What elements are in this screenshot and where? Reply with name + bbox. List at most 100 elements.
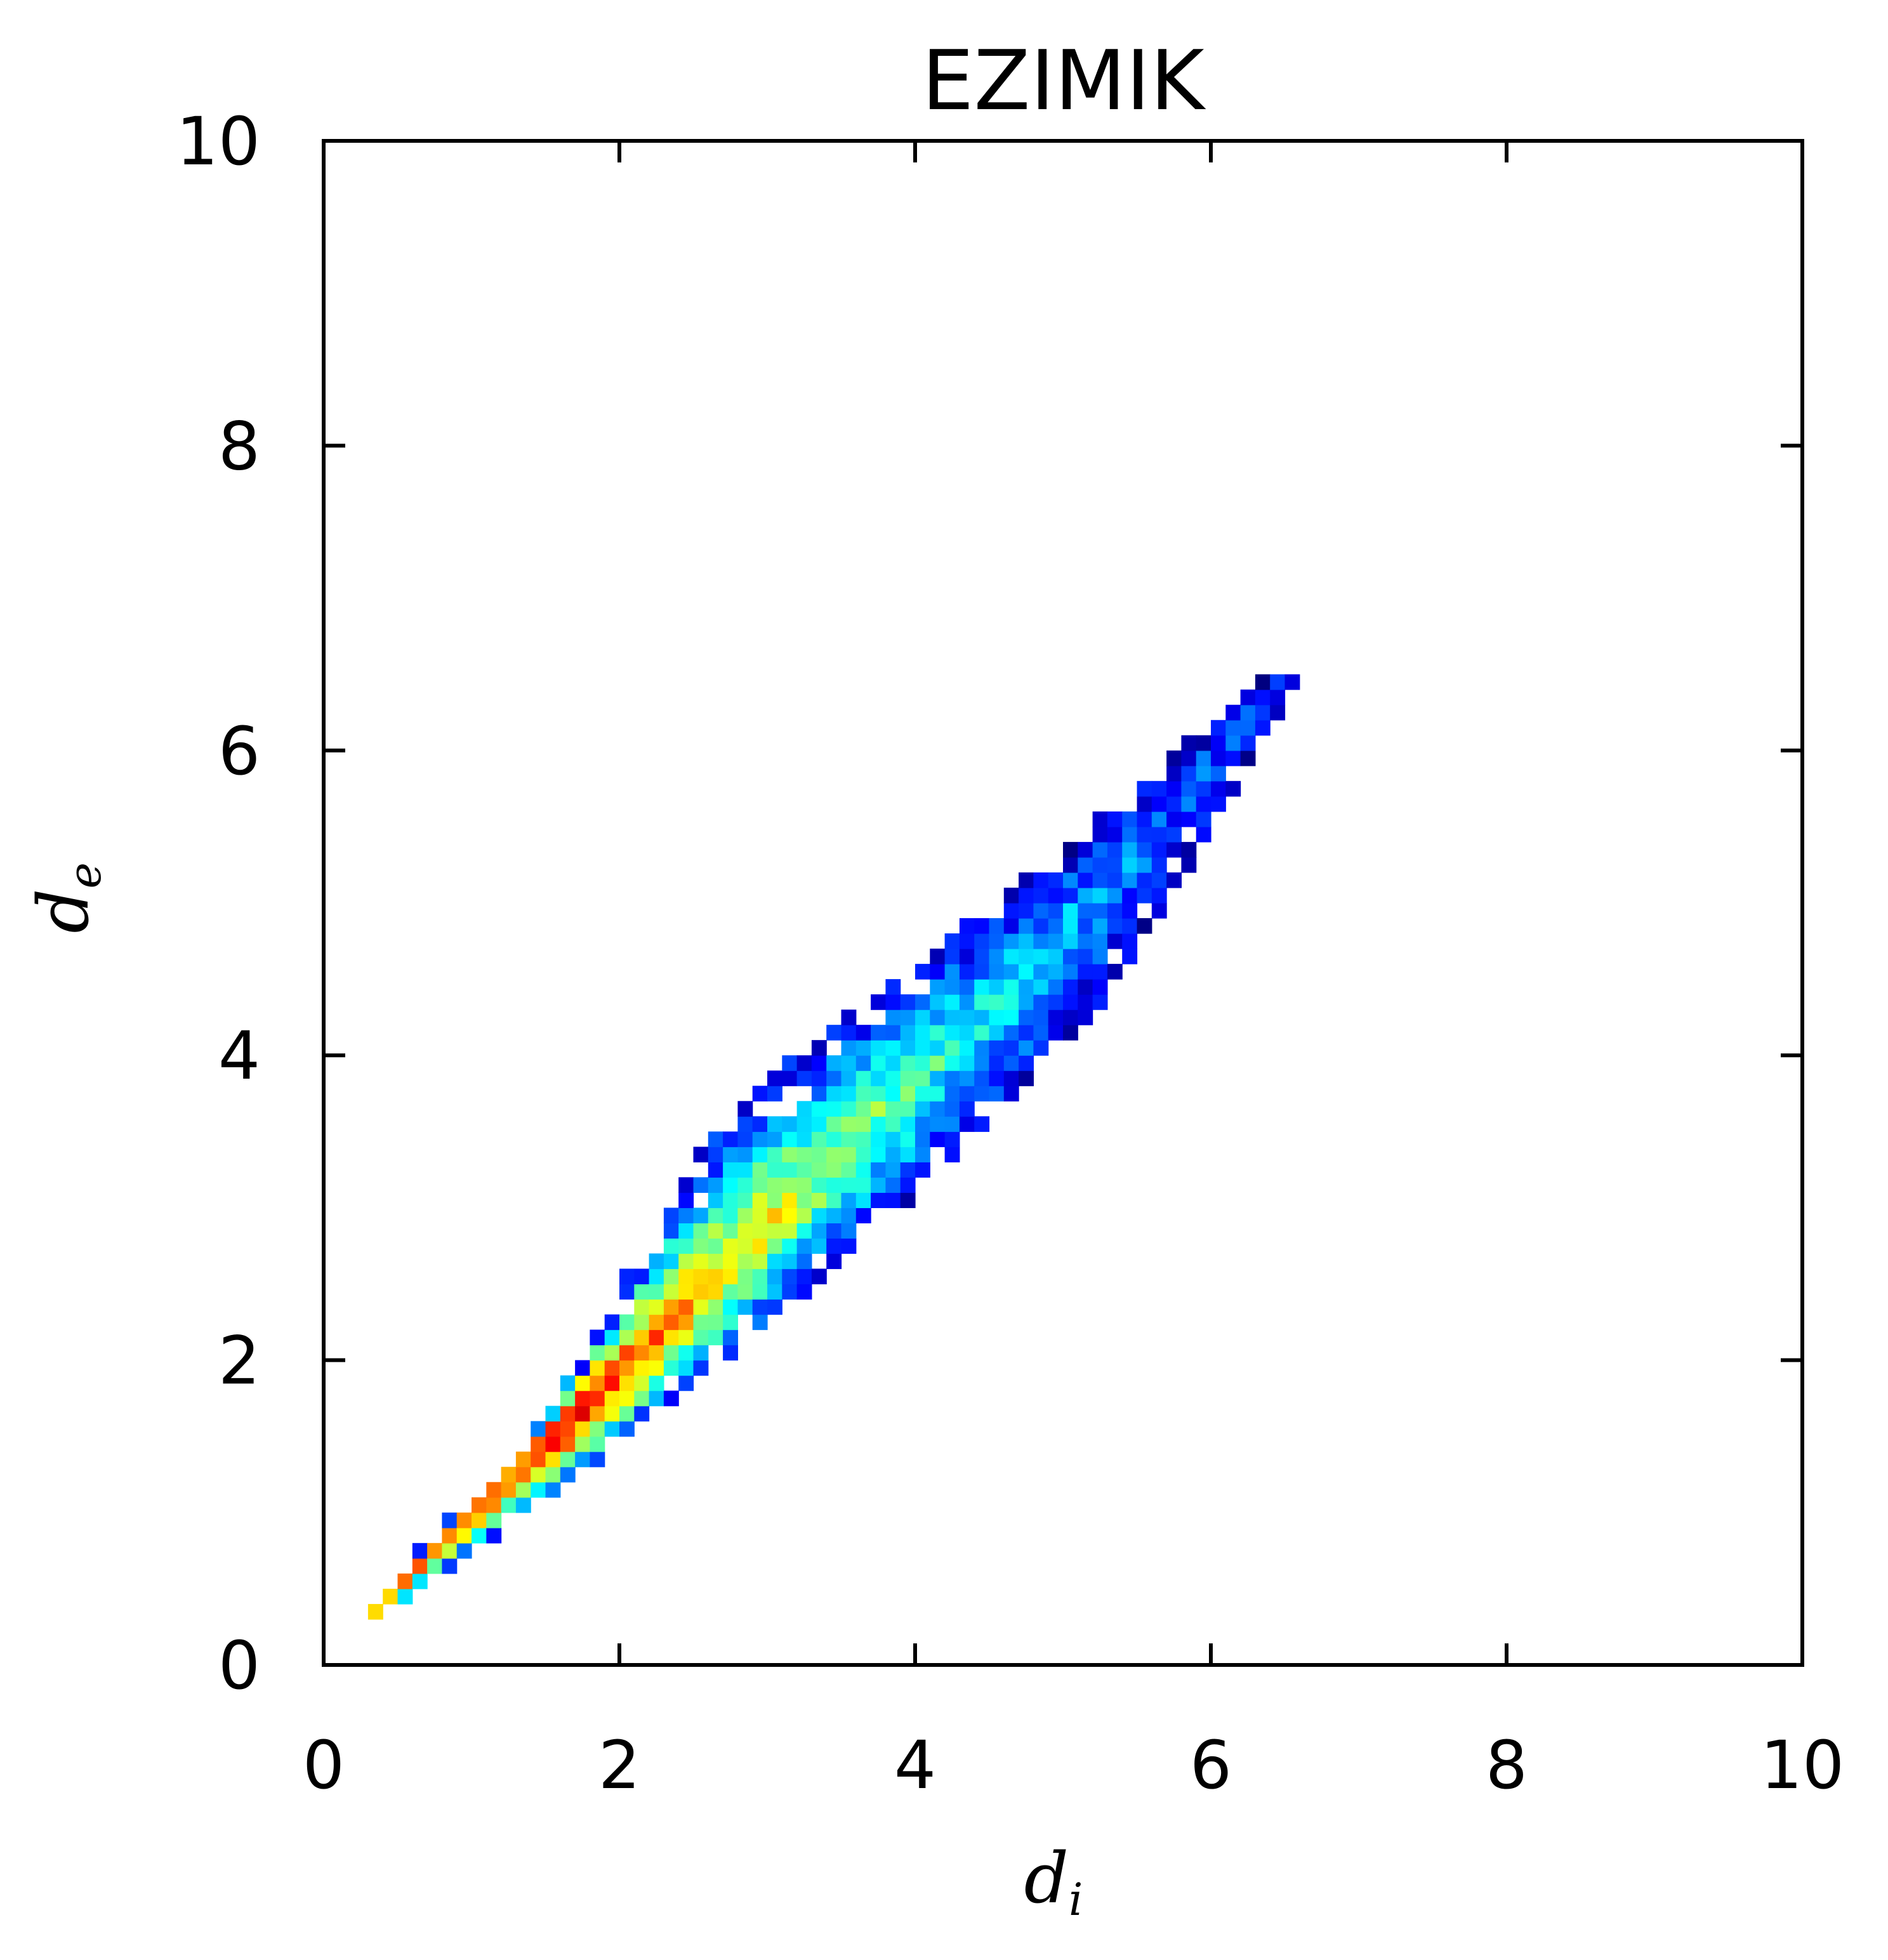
- heatmap-cell: [841, 1116, 857, 1132]
- heatmap-cell: [871, 1177, 886, 1193]
- heatmap-cell: [723, 1192, 738, 1208]
- heatmap-cell: [678, 1223, 694, 1239]
- heatmap-cell: [560, 1375, 576, 1391]
- heatmap-cell: [515, 1466, 531, 1483]
- heatmap-cell: [1166, 750, 1182, 766]
- heatmap-cell: [989, 979, 1005, 995]
- heatmap-cell: [619, 1421, 635, 1437]
- heatmap-cell: [944, 979, 960, 995]
- heatmap-cell: [782, 1223, 798, 1239]
- heatmap-cell: [1033, 872, 1049, 888]
- heatmap-cell: [767, 1207, 782, 1224]
- heatmap-cell: [974, 964, 990, 980]
- heatmap-cell: [1196, 735, 1211, 751]
- heatmap-cell: [737, 1284, 753, 1300]
- heatmap-cell: [1122, 857, 1138, 873]
- heatmap-cell: [1019, 949, 1034, 964]
- heatmap-cell: [841, 1131, 857, 1147]
- heatmap-cell: [531, 1421, 546, 1437]
- heatmap-cell: [1122, 811, 1138, 827]
- heatmap-cell: [811, 1207, 827, 1224]
- heatmap-cell: [1107, 872, 1123, 888]
- heatmap-cell: [1033, 1010, 1049, 1025]
- heatmap-cell: [737, 1192, 753, 1208]
- heatmap-cell: [959, 1025, 975, 1041]
- heatmap-cell: [885, 1177, 901, 1193]
- heatmap-cell: [974, 933, 990, 949]
- heatmap-cell: [708, 1162, 723, 1178]
- heatmap-cell: [915, 994, 930, 1010]
- heatmap-cell: [737, 1162, 753, 1178]
- heatmap-cell: [782, 1055, 798, 1071]
- heatmap-cell: [1181, 811, 1197, 827]
- heatmap-cell: [1019, 1055, 1034, 1071]
- heatmap-cell: [634, 1284, 650, 1300]
- heatmap-cell: [619, 1405, 635, 1422]
- heatmap-cell: [959, 1010, 975, 1025]
- heatmap-cell: [723, 1299, 738, 1315]
- heatmap-cell: [1107, 887, 1123, 904]
- heatmap-cell: [796, 1116, 812, 1132]
- heatmap-cell: [708, 1284, 723, 1300]
- heatmap-cell: [723, 1162, 738, 1178]
- heatmap-cell: [900, 1192, 916, 1208]
- heatmap-cell: [782, 1238, 798, 1254]
- heatmap-cell: [930, 1070, 946, 1086]
- heatmap-cell: [1019, 1025, 1034, 1041]
- heatmap-cell: [796, 1055, 812, 1071]
- heatmap-cell: [900, 1055, 916, 1071]
- heatmap-cell: [1063, 841, 1078, 858]
- heatmap-cell: [412, 1558, 428, 1574]
- heatmap-cell: [1137, 841, 1152, 858]
- heatmap-cell: [1211, 735, 1226, 751]
- heatmap-cell: [974, 1010, 990, 1025]
- heatmap-cell: [855, 1055, 871, 1071]
- heatmap-cell: [752, 1162, 768, 1178]
- heatmap-cell: [871, 1070, 886, 1086]
- heatmap-cell: [1181, 841, 1197, 858]
- heatmap-cell: [1078, 949, 1093, 964]
- heatmap-cell: [900, 1131, 916, 1147]
- heatmap-cell: [723, 1223, 738, 1239]
- heatmap-cell: [708, 1253, 723, 1270]
- heatmap-cell: [871, 1086, 886, 1102]
- heatmap-cell: [723, 1268, 738, 1285]
- heatmap-cell: [708, 1177, 723, 1193]
- heatmap-cell: [752, 1147, 768, 1162]
- heatmap-cell: [811, 1177, 827, 1193]
- heatmap-cell: [708, 1314, 723, 1331]
- heatmap-cell: [1003, 964, 1019, 980]
- heatmap-cell: [1019, 994, 1034, 1010]
- heatmap-cell: [974, 1025, 990, 1041]
- heatmap-cell: [796, 1207, 812, 1224]
- heatmap-cell: [1151, 841, 1167, 858]
- heatmap-cell: [826, 1025, 842, 1041]
- heatmap-cell: [989, 949, 1005, 964]
- heatmap-cell: [737, 1223, 753, 1239]
- heatmap-cell: [1048, 994, 1064, 1010]
- heatmap-cell: [915, 1040, 930, 1056]
- heatmap-cell: [826, 1162, 842, 1178]
- heatmap-cell: [1181, 735, 1197, 751]
- heatmap-cell: [752, 1299, 768, 1315]
- heatmap-cell: [944, 1086, 960, 1102]
- heatmap-cell: [634, 1268, 650, 1285]
- heatmap-cell: [1048, 949, 1064, 964]
- heatmap-cell: [545, 1421, 561, 1437]
- heatmap-cell: [796, 1192, 812, 1208]
- heatmap-cell: [959, 949, 975, 964]
- heatmap-cell: [1048, 887, 1064, 904]
- heatmap-cell: [782, 1147, 798, 1162]
- heatmap-cell: [1048, 979, 1064, 995]
- heatmap-cell: [1107, 826, 1123, 843]
- heatmap-cell: [693, 1360, 709, 1376]
- heatmap-cell: [649, 1375, 664, 1391]
- heatmap-cell: [649, 1284, 664, 1300]
- heatmap-cell: [841, 1101, 857, 1117]
- heatmap-cell: [885, 1070, 901, 1086]
- heatmap-cell: [486, 1497, 502, 1513]
- heatmap-cell: [531, 1466, 546, 1483]
- heatmap-cell: [871, 1116, 886, 1132]
- heatmap-cell: [989, 918, 1005, 934]
- heatmap-cell: [855, 1147, 871, 1162]
